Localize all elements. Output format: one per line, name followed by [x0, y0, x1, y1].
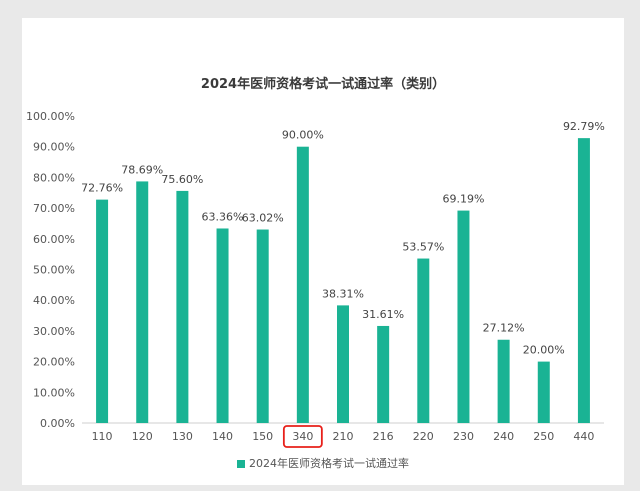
x-tick-label-150: 150	[252, 430, 273, 443]
x-tick-label-220: 220	[413, 430, 434, 443]
data-label-110: 72.76%	[81, 182, 123, 195]
x-tick-label-216: 216	[373, 430, 394, 443]
data-label-340: 90.00%	[282, 129, 324, 142]
data-label-240: 27.12%	[483, 322, 525, 335]
data-label-210: 38.31%	[322, 287, 364, 300]
y-tick-label: 10.00%	[33, 386, 75, 399]
y-tick-label: 20.00%	[33, 356, 75, 369]
chart-title: 2024年医师资格考试一试通过率（类别）	[200, 77, 446, 92]
bar-250	[537, 361, 550, 423]
data-label-120: 78.69%	[121, 163, 163, 176]
y-tick-label: 30.00%	[33, 325, 75, 338]
x-tick-label-230: 230	[453, 430, 474, 443]
y-tick-label: 90.00%	[33, 141, 75, 154]
y-tick-label: 50.00%	[33, 264, 75, 277]
legend-label: 2024年医师资格考试一试通过率	[249, 457, 409, 470]
bar-110	[96, 199, 109, 423]
y-tick-label: 60.00%	[33, 233, 75, 246]
x-tick-label-210: 210	[333, 430, 354, 443]
y-tick-label: 70.00%	[33, 202, 75, 215]
bar-chart: 0.00% 10.00% 20.00% 30.00% 40.00% 50.00% 60.00…	[26, 110, 605, 448]
y-tick-label: 100.00%	[26, 110, 75, 123]
bar-140	[216, 228, 229, 423]
bar-340	[296, 146, 309, 423]
x-tick-label-240: 240	[493, 430, 514, 443]
x-tick-label-250: 250	[533, 430, 554, 443]
data-label-150: 63.02%	[242, 212, 284, 225]
y-tick-label: 80.00%	[33, 171, 75, 184]
data-label-140: 63.36%	[202, 210, 244, 223]
bar-120	[136, 181, 149, 423]
data-label-216: 31.61%	[362, 308, 404, 321]
bar-210	[337, 305, 349, 423]
bar-216	[377, 325, 390, 423]
highlight-box	[282, 425, 323, 448]
data-label-130: 75.60%	[161, 173, 203, 186]
data-label-440: 92.79%	[563, 120, 605, 133]
chart-card: 2024年医师资格考试一试通过率（类别） 0.00% 10.00% 20.00% 30…	[22, 18, 624, 485]
y-tick-label: 0.00%	[40, 417, 75, 430]
legend-swatch	[237, 460, 245, 468]
x-tick-label-120: 120	[132, 430, 153, 443]
y-tick-label: 40.00%	[33, 294, 75, 307]
chart-legend: 2024年医师资格考试一试通过率	[22, 455, 624, 471]
bar-440	[577, 138, 590, 423]
x-tick-label-140: 140	[212, 430, 233, 443]
x-tick-label-110: 110	[92, 430, 113, 443]
x-tick-label-340: 340	[292, 430, 313, 443]
bar-130	[176, 190, 189, 423]
bar-220	[417, 258, 430, 423]
data-label-230: 69.19%	[442, 193, 484, 206]
bar-240	[497, 339, 510, 423]
x-tick-label-130: 130	[172, 430, 193, 443]
bar-230	[457, 210, 470, 423]
bar-150	[256, 229, 269, 423]
data-label-220: 53.57%	[402, 241, 444, 254]
x-tick-label-440: 440	[573, 430, 594, 443]
data-label-250: 20.00%	[523, 344, 565, 357]
